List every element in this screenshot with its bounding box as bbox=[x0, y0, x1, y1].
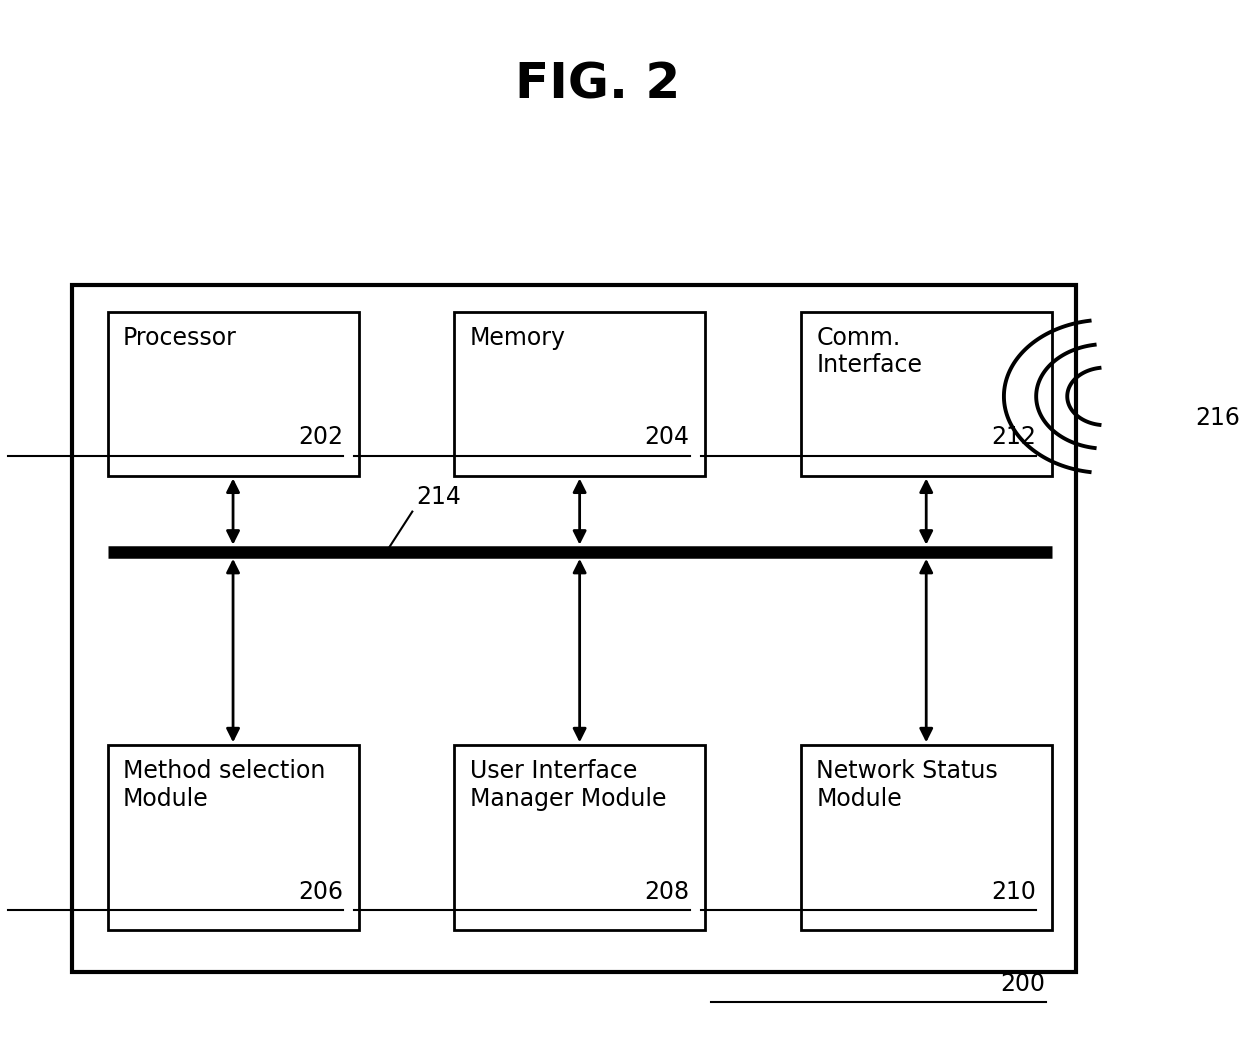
Text: 208: 208 bbox=[645, 879, 689, 904]
Text: 210: 210 bbox=[991, 879, 1037, 904]
Text: User Interface
Manager Module: User Interface Manager Module bbox=[470, 759, 666, 811]
Bar bbox=[108, 745, 358, 930]
Bar bbox=[454, 745, 706, 930]
Text: 212: 212 bbox=[991, 425, 1037, 449]
Text: FIG. 2: FIG. 2 bbox=[515, 60, 681, 109]
Text: Processor: Processor bbox=[123, 326, 237, 350]
Bar bbox=[454, 312, 706, 476]
Text: Network Status
Module: Network Status Module bbox=[816, 759, 998, 811]
Text: 200: 200 bbox=[1001, 971, 1045, 996]
Bar bbox=[72, 285, 1075, 972]
Bar bbox=[801, 312, 1052, 476]
Text: Memory: Memory bbox=[470, 326, 565, 350]
Text: 214: 214 bbox=[415, 485, 461, 509]
Text: 202: 202 bbox=[298, 425, 343, 449]
Text: 204: 204 bbox=[645, 425, 689, 449]
Text: 216: 216 bbox=[1195, 406, 1240, 429]
Bar bbox=[108, 312, 358, 476]
Text: Method selection
Module: Method selection Module bbox=[123, 759, 325, 811]
Text: Comm.
Interface: Comm. Interface bbox=[816, 326, 923, 377]
Text: 206: 206 bbox=[298, 879, 343, 904]
Bar bbox=[801, 745, 1052, 930]
